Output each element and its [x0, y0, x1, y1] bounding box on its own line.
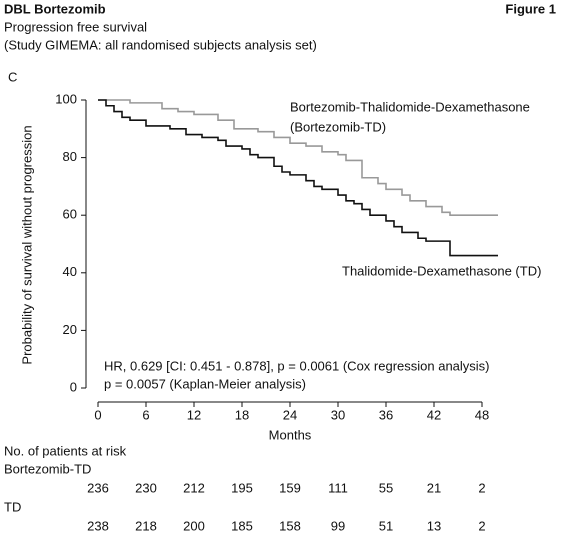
- risk-count: 185: [231, 518, 253, 533]
- risk-count: 158: [279, 518, 301, 533]
- risk-count: 2: [478, 480, 485, 495]
- subtitle: Progression free survival: [4, 19, 147, 34]
- report-title: DBL Bortezomib: [4, 1, 106, 16]
- risk-count: 159: [279, 480, 301, 495]
- risk-count: 236: [87, 480, 109, 495]
- annotation: HR, 0.629 [CI: 0.451 - 0.878], p = 0.006…: [104, 358, 490, 373]
- x-tick-label: 6: [142, 407, 149, 422]
- risk-count: 55: [379, 480, 393, 495]
- series-label: Bortezomib-Thalidomide-Dexamethasone: [290, 99, 530, 114]
- y-tick-label: 20: [63, 322, 77, 337]
- risk-table-title: No. of patients at risk: [4, 443, 127, 458]
- risk-count: 2: [478, 518, 485, 533]
- risk-count: 99: [331, 518, 345, 533]
- x-tick-label: 30: [331, 407, 345, 422]
- survival-curve: [98, 99, 498, 216]
- x-tick-label: 12: [187, 407, 201, 422]
- y-tick-label: 60: [63, 207, 77, 222]
- risk-count: 238: [87, 518, 109, 533]
- series-label: (Bortezomib-TD): [290, 119, 386, 134]
- survival-curve: [98, 99, 498, 257]
- x-tick-label: 42: [427, 407, 441, 422]
- risk-row-label: TD: [4, 499, 21, 514]
- panel-label: C: [8, 69, 17, 84]
- x-tick-label: 24: [283, 407, 297, 422]
- y-tick-label: 80: [63, 149, 77, 164]
- y-axis-label: Probability of survival without progress…: [19, 125, 34, 364]
- y-tick-label: 100: [55, 91, 77, 106]
- series-label: Thalidomide-Dexamethasone (TD): [342, 263, 541, 278]
- risk-count: 218: [135, 518, 157, 533]
- y-tick-label: 0: [70, 379, 77, 394]
- risk-count: 21: [427, 480, 441, 495]
- risk-count: 51: [379, 518, 393, 533]
- x-axis-label: Months: [269, 427, 312, 442]
- x-tick-label: 48: [475, 407, 489, 422]
- x-tick-label: 0: [94, 407, 101, 422]
- risk-count: 200: [183, 518, 205, 533]
- risk-count: 195: [231, 480, 253, 495]
- risk-count: 212: [183, 480, 205, 495]
- risk-count: 230: [135, 480, 157, 495]
- x-tick-label: 36: [379, 407, 393, 422]
- risk-row-label: Bortezomib-TD: [4, 461, 91, 476]
- annotation: p = 0.0057 (Kaplan-Meier analysis): [104, 376, 306, 391]
- figure-label: Figure 1: [505, 1, 556, 16]
- risk-count: 13: [427, 518, 441, 533]
- risk-count: 111: [328, 480, 348, 495]
- y-tick-label: 40: [63, 264, 77, 279]
- x-tick-label: 18: [235, 407, 249, 422]
- study-note: (Study GIMEMA: all randomised subjects a…: [4, 37, 317, 52]
